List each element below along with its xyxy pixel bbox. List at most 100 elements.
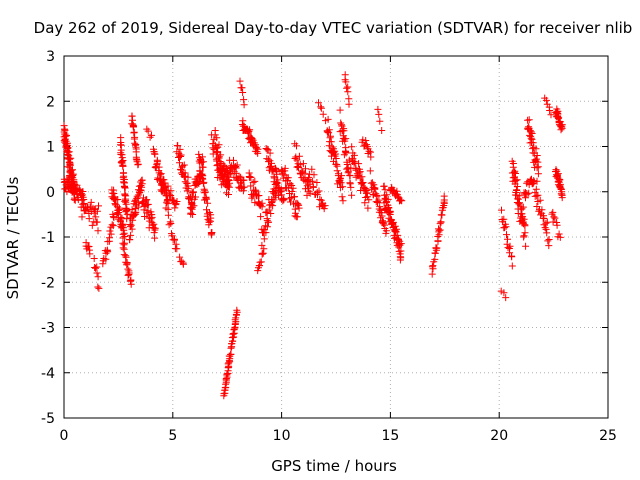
- data-point: [501, 224, 508, 232]
- data-point: [431, 255, 439, 263]
- data-point: [205, 221, 213, 229]
- data-point: [189, 188, 197, 196]
- data-point: [240, 183, 248, 191]
- data-point: [226, 179, 233, 187]
- data-point: [107, 230, 115, 238]
- data-point: [94, 227, 102, 235]
- data-point: [108, 221, 116, 229]
- data-point: [336, 175, 344, 183]
- data-point: [127, 280, 135, 288]
- data-point: [339, 197, 347, 205]
- data-point: [293, 213, 301, 221]
- data-point: [121, 191, 129, 199]
- data-point: [159, 176, 167, 183]
- data-point: [179, 162, 187, 170]
- data-point: [144, 200, 152, 208]
- data-point: [120, 224, 127, 232]
- data-point: [143, 196, 151, 204]
- data-point: [238, 121, 246, 128]
- data-point: [365, 147, 373, 155]
- data-point: [65, 148, 73, 156]
- data-point: [376, 203, 384, 211]
- data-point: [66, 161, 74, 169]
- data-point: [144, 127, 152, 135]
- data-point: [362, 137, 370, 144]
- data-point: [344, 88, 352, 96]
- data-point: [332, 155, 340, 162]
- data-point: [363, 193, 371, 201]
- x-axis-label: GPS time / hours: [271, 457, 397, 475]
- data-point: [121, 233, 129, 240]
- data-point: [264, 218, 272, 226]
- data-point: [85, 215, 93, 223]
- data-point: [529, 139, 537, 147]
- data-point: [315, 99, 322, 107]
- data-point: [208, 229, 216, 236]
- data-point: [440, 196, 448, 204]
- data-point: [397, 254, 405, 262]
- data-point: [87, 198, 95, 206]
- data-point: [551, 214, 559, 222]
- data-point: [230, 168, 238, 176]
- data-point: [521, 221, 529, 229]
- data-point: [393, 225, 401, 233]
- data-point: [315, 187, 323, 195]
- data-point: [214, 161, 222, 169]
- data-point: [348, 143, 356, 151]
- data-point: [356, 174, 364, 182]
- data-point: [434, 233, 442, 240]
- data-point: [512, 170, 519, 177]
- y-tick-label: -5: [41, 411, 55, 427]
- data-point: [225, 171, 233, 179]
- data-point: [119, 169, 127, 177]
- data-point: [534, 163, 542, 171]
- data-point: [134, 160, 142, 168]
- data-point: [95, 284, 103, 292]
- data-point: [118, 214, 126, 222]
- data-point: [245, 127, 253, 135]
- data-point: [92, 213, 100, 221]
- data-point: [201, 187, 209, 195]
- data-point: [527, 128, 535, 136]
- data-point: [119, 244, 127, 252]
- data-point: [365, 196, 373, 204]
- data-point: [115, 206, 123, 214]
- data-point: [371, 185, 379, 193]
- data-point: [198, 158, 206, 166]
- data-point: [519, 203, 527, 211]
- data-point: [530, 178, 538, 186]
- data-point: [148, 131, 155, 139]
- data-point: [188, 203, 196, 211]
- data-point: [225, 191, 232, 198]
- data-point: [317, 196, 325, 204]
- data-point: [114, 196, 122, 203]
- plot-frame: [63, 55, 609, 419]
- data-point: [380, 220, 387, 228]
- data-point: [199, 175, 207, 183]
- data-point: [289, 184, 297, 192]
- data-point: [127, 221, 135, 229]
- data-point: [386, 211, 394, 218]
- data-point: [370, 181, 378, 189]
- data-point: [389, 218, 397, 226]
- data-point: [117, 213, 125, 221]
- y-tick-label: -2: [41, 275, 55, 291]
- data-point: [317, 103, 325, 111]
- data-point: [364, 204, 372, 212]
- data-point: [390, 186, 398, 194]
- data-point: [360, 183, 368, 191]
- data-point: [376, 117, 384, 125]
- data-point: [124, 265, 132, 273]
- data-point: [321, 202, 329, 210]
- data-point: [93, 207, 101, 215]
- data-point: [373, 191, 381, 199]
- data-point: [258, 199, 266, 207]
- data-point: [176, 145, 184, 153]
- data-point: [525, 116, 533, 124]
- data-point: [533, 164, 541, 172]
- data-point: [233, 306, 241, 314]
- data-point: [336, 106, 344, 114]
- data-point: [379, 217, 386, 225]
- data-point: [155, 169, 163, 177]
- data-point: [556, 176, 564, 184]
